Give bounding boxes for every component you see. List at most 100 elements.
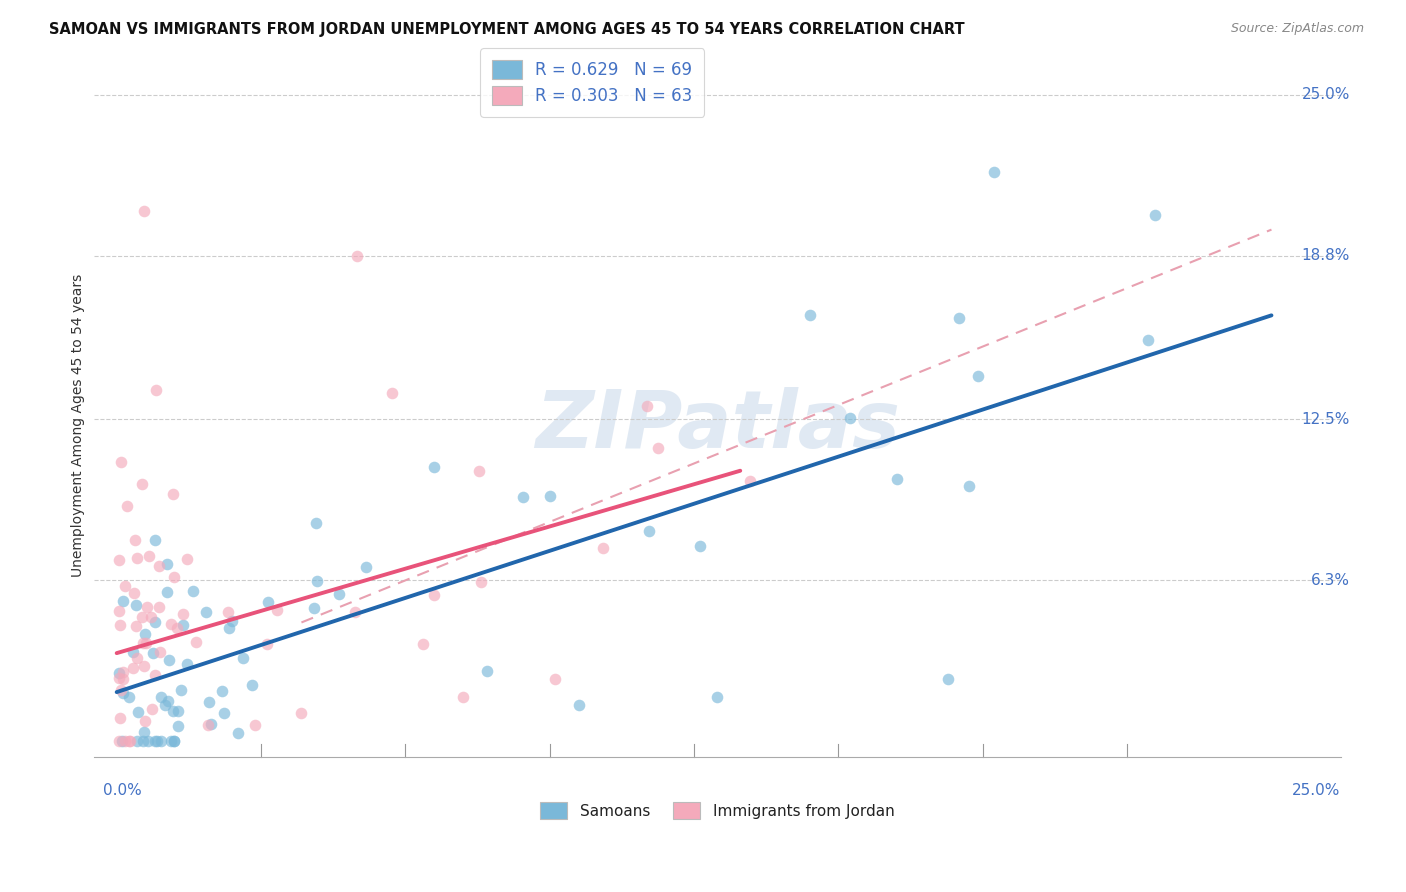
Text: 18.8%: 18.8%	[1302, 248, 1350, 263]
Point	[124, 533, 146, 548]
Point	[412, 637, 434, 651]
Point	[114, 734, 136, 748]
Point	[181, 584, 204, 599]
Point	[108, 604, 131, 618]
Point	[381, 385, 404, 400]
Point	[156, 694, 179, 708]
Point	[149, 734, 172, 748]
Point	[127, 706, 149, 720]
Point	[221, 615, 243, 629]
Point	[162, 704, 184, 718]
Point	[240, 678, 263, 692]
Point	[423, 460, 446, 475]
Point	[838, 410, 860, 425]
Point	[257, 594, 280, 608]
Point	[568, 698, 591, 712]
Point	[966, 369, 988, 384]
Point	[121, 661, 143, 675]
Point	[125, 619, 148, 633]
Point	[125, 651, 148, 665]
Point	[163, 570, 186, 584]
Point	[211, 684, 233, 698]
Point	[108, 671, 131, 685]
Point	[153, 698, 176, 713]
Point	[115, 499, 138, 513]
Point	[689, 540, 711, 554]
Point	[266, 603, 288, 617]
Point	[145, 533, 167, 547]
Text: 12.5%: 12.5%	[1302, 412, 1350, 426]
Point	[200, 716, 222, 731]
Point	[647, 442, 669, 456]
Point	[512, 490, 534, 504]
Point	[131, 609, 153, 624]
Point	[217, 605, 239, 619]
Point	[131, 636, 153, 650]
Point	[148, 645, 170, 659]
Point	[212, 706, 235, 720]
Point	[197, 718, 219, 732]
Point	[143, 734, 166, 748]
Point	[470, 574, 492, 589]
Point	[117, 690, 139, 704]
Point	[132, 725, 155, 739]
Point	[111, 734, 134, 748]
Point	[305, 574, 328, 589]
Point	[228, 726, 250, 740]
Point	[467, 464, 489, 478]
Point	[302, 600, 325, 615]
Point	[799, 309, 821, 323]
Point	[218, 621, 240, 635]
Point	[134, 204, 156, 219]
Point	[143, 615, 166, 629]
Point	[136, 734, 159, 748]
Point	[305, 516, 328, 530]
Point	[110, 682, 132, 697]
Point	[143, 667, 166, 681]
Point	[118, 734, 141, 748]
Point	[122, 586, 145, 600]
Point	[706, 690, 728, 705]
Point	[422, 588, 444, 602]
Point	[131, 734, 153, 748]
Point	[592, 541, 614, 556]
Point	[1143, 208, 1166, 222]
Point	[108, 617, 131, 632]
Point	[142, 646, 165, 660]
Text: 25.0%: 25.0%	[1302, 87, 1350, 102]
Point	[112, 672, 135, 686]
Point	[156, 558, 179, 572]
Point	[451, 690, 474, 705]
Point	[110, 455, 132, 469]
Point	[343, 605, 366, 619]
Point	[138, 549, 160, 564]
Point	[197, 695, 219, 709]
Point	[638, 524, 661, 539]
Point	[172, 617, 194, 632]
Point	[122, 645, 145, 659]
Point	[1137, 333, 1160, 347]
Point	[125, 734, 148, 748]
Point	[131, 477, 153, 491]
Text: 25.0%: 25.0%	[1292, 783, 1341, 798]
Point	[740, 474, 762, 488]
Point	[636, 399, 658, 413]
Point	[354, 559, 377, 574]
Text: ZIPatlas: ZIPatlas	[534, 387, 900, 465]
Point	[108, 665, 131, 680]
Point	[112, 665, 135, 679]
Point	[256, 637, 278, 651]
Point	[125, 598, 148, 612]
Point	[163, 734, 186, 748]
Point	[544, 672, 567, 686]
Point	[148, 599, 170, 614]
Point	[159, 734, 181, 748]
Point	[162, 486, 184, 500]
Point	[983, 165, 1005, 179]
Point	[957, 478, 980, 492]
Point	[112, 594, 135, 608]
Point	[176, 657, 198, 672]
Point	[172, 607, 194, 621]
Point	[194, 606, 217, 620]
Point	[346, 249, 368, 263]
